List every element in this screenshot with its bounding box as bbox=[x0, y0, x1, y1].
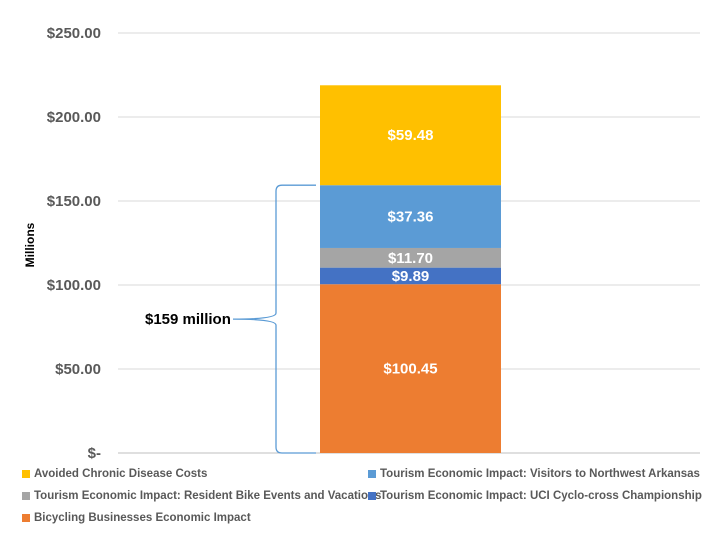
bar-segment bbox=[320, 247, 501, 268]
data-label: $9.89 bbox=[392, 268, 430, 285]
legend-swatch bbox=[368, 470, 376, 478]
legend-swatch bbox=[22, 492, 30, 500]
y-tick-label: $250.00 bbox=[47, 25, 101, 42]
brace-annotation: $159 million bbox=[145, 184, 316, 454]
y-tick-label: $100.00 bbox=[47, 277, 101, 294]
legend-label: Tourism Economic Impact: Visitors to Nor… bbox=[380, 468, 700, 480]
bar-segment bbox=[320, 85, 501, 186]
legend-label: Tourism Economic Impact: Resident Bike E… bbox=[34, 490, 382, 502]
y-tick-label: $200.00 bbox=[47, 109, 101, 126]
curly-brace bbox=[232, 184, 316, 454]
bar-data-labels: $100.45 $9.89$11.70 $37.36 $59.48 bbox=[383, 127, 437, 377]
data-label: $37.36 bbox=[388, 209, 434, 226]
data-label: $11.70 bbox=[388, 250, 433, 267]
legend-item: Avoided Chronic Disease Costs bbox=[22, 468, 207, 480]
legend-item: Bicycling Businesses Economic Impact bbox=[22, 512, 251, 524]
bar-segment bbox=[320, 284, 501, 453]
legend-label: Tourism Economic Impact: UCI Cyclo-cross… bbox=[380, 490, 702, 502]
legend-swatch bbox=[368, 492, 376, 500]
legend-swatch bbox=[22, 514, 30, 522]
y-axis-ticks: $- $50.00 $100.00 $150.00 $200.00 $250.00 bbox=[47, 25, 101, 462]
data-label: $59.48 bbox=[388, 127, 434, 144]
legend-item: Tourism Economic Impact: Visitors to Nor… bbox=[368, 468, 700, 480]
annotation-label: $159 million bbox=[145, 311, 231, 328]
legend-label: Avoided Chronic Disease Costs bbox=[34, 468, 208, 480]
legend-item: Tourism Economic Impact: Resident Bike E… bbox=[22, 490, 381, 502]
legend-label: Bicycling Businesses Economic Impact bbox=[34, 512, 251, 524]
bar-segment bbox=[320, 267, 501, 285]
chart-svg: $- $50.00 $100.00 $150.00 $200.00 $250.00 Mil… bbox=[23, 25, 700, 462]
bar-segment bbox=[320, 185, 501, 248]
data-label: $100.45 bbox=[383, 361, 437, 378]
y-tick-label: $50.00 bbox=[55, 361, 101, 378]
y-tick-label: $150.00 bbox=[47, 193, 101, 210]
legend-item: Tourism Economic Impact: UCI Cyclo-cross… bbox=[368, 490, 702, 502]
y-tick-label: $- bbox=[88, 445, 101, 462]
legend-swatch bbox=[22, 470, 30, 478]
stacked-bar bbox=[320, 85, 501, 453]
y-axis-title: Millions bbox=[23, 222, 37, 267]
